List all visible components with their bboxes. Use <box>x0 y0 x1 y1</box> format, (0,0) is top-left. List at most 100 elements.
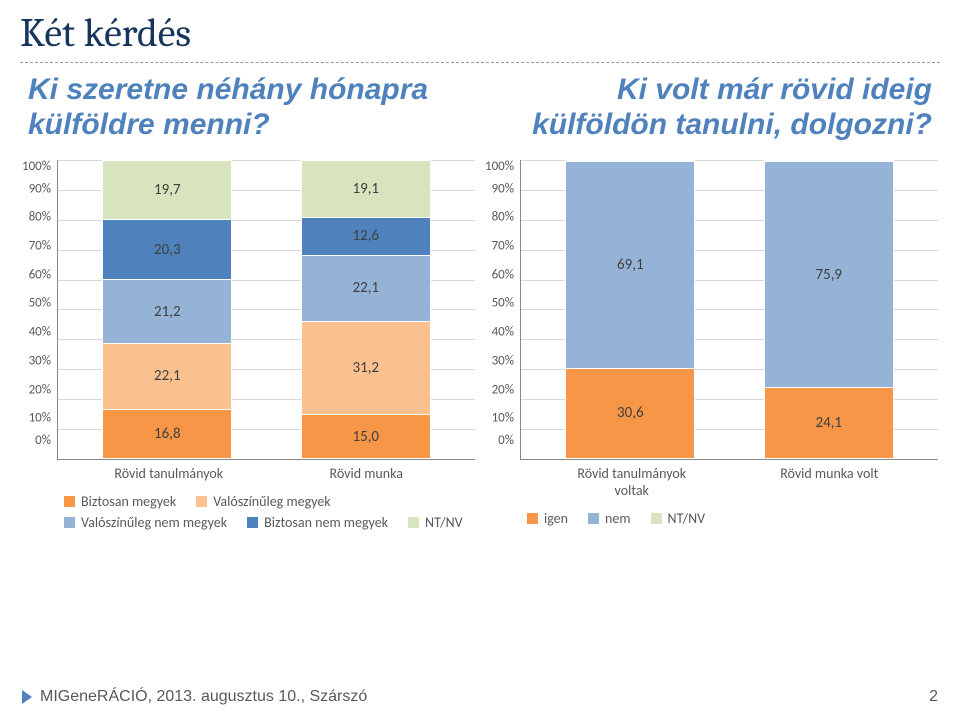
ytick-label: 0% <box>485 434 514 447</box>
chart-left-legend: Biztosan megyek Valószínűleg megyek Valósz… <box>22 483 475 531</box>
bar-segment-label: 22,1 <box>154 367 181 385</box>
ytick-label: 80% <box>22 211 51 224</box>
ytick-label: 10% <box>485 412 514 425</box>
chart-right: 100%90%80%70%60%50%40%30%20%10%0% 69,130… <box>485 160 938 531</box>
chart-right-xlabels: Rövid tanulmányok voltak Rövid munka volt <box>485 460 938 500</box>
ytick-label: 100% <box>485 160 514 173</box>
subtitle-left: Ki szeretne néhány hónapra külföldre men… <box>28 73 480 142</box>
bar-segment-label: 21,2 <box>154 303 181 321</box>
page-title: Két kérdés <box>0 0 960 56</box>
bar-column: 69,1 30,6 <box>565 160 695 459</box>
bar-segment: 16,8 <box>102 409 232 459</box>
ytick-label: 50% <box>22 297 51 310</box>
bar-column: 19,7 20,3 21,2 22,1 16,8 <box>102 160 232 459</box>
ytick-label: 10% <box>22 412 51 425</box>
xtick-label: Rövid munka volt <box>764 466 894 500</box>
ytick-label: 70% <box>485 240 514 253</box>
bar-column: 75,9 24,1 <box>764 160 894 459</box>
bar-segment: 12,6 <box>301 217 431 255</box>
chart-left-plot-wrap: 100% 90% 80% 70% 60% 50% 40% 30% 20% 10% 0% 19,7 20… <box>22 160 475 460</box>
bar-column: 19,1 12,6 22,1 31,2 15,0 <box>301 160 431 459</box>
legend-item: Valószínűleg nem megyek <box>64 514 227 531</box>
bar-segment-label: 19,1 <box>352 180 379 198</box>
chart-left-xlabels: Rövid tanulmányok Rövid munka <box>22 460 475 483</box>
bar-segment-label: 15,0 <box>352 428 379 446</box>
bar-segment: 24,1 <box>764 387 894 459</box>
legend-label: nem <box>605 510 631 527</box>
bar-segment-label: 31,2 <box>352 359 379 377</box>
bar-segment-label: 19,7 <box>154 181 181 199</box>
legend-item: igen <box>527 510 568 527</box>
legend-swatch <box>408 517 419 528</box>
subtitles: Ki szeretne néhány hónapra külföldre men… <box>0 73 960 152</box>
title-divider <box>20 62 940 63</box>
bar-segment: 22,1 <box>301 255 431 321</box>
ytick-label: 80% <box>485 211 514 224</box>
bar-segment: 19,7 <box>102 160 232 219</box>
xtick-label: Rövid tanulmányok <box>104 466 234 483</box>
legend-item: NT/NV <box>408 514 463 531</box>
subtitle-right: Ki volt már rövid ideig külföldön tanuln… <box>480 73 932 142</box>
chart-right-plot-wrap: 100%90%80%70%60%50%40%30%20%10%0% 69,130… <box>485 160 938 460</box>
bar-segment: 21,2 <box>102 279 232 342</box>
ytick-label: 0% <box>22 434 51 447</box>
charts-row: 100% 90% 80% 70% 60% 50% 40% 30% 20% 10% 0% 19,7 20… <box>0 152 960 543</box>
ytick-label: 90% <box>485 182 514 195</box>
ytick-label: 40% <box>22 326 51 339</box>
legend-swatch <box>196 496 207 507</box>
legend-label: NT/NV <box>668 510 706 527</box>
ytick-label: 50% <box>485 297 514 310</box>
chart-left-yaxis: 100% 90% 80% 70% 60% 50% 40% 30% 20% 10% 0% <box>22 160 57 460</box>
footer-page-number: 2 <box>929 688 938 706</box>
ytick-label: 70% <box>22 240 51 253</box>
ytick-label: 60% <box>485 268 514 281</box>
legend-label: Biztosan megyek <box>81 493 176 510</box>
legend-swatch <box>527 513 538 524</box>
chart-left: 100% 90% 80% 70% 60% 50% 40% 30% 20% 10% 0% 19,7 20… <box>22 160 475 531</box>
bar-segment-label: 12,6 <box>352 227 379 245</box>
legend-item: Valószínűleg megyek <box>196 493 330 510</box>
bar-segment: 69,1 <box>565 161 695 368</box>
footer: MIGeneRÁCIÓ, 2013. augusztus 10., Szársz… <box>0 688 960 706</box>
legend-swatch <box>64 496 75 507</box>
bar-segment-label: 30,6 <box>617 404 644 422</box>
ytick-label: 20% <box>485 383 514 396</box>
ytick-label: 20% <box>22 383 51 396</box>
xtick-label: Rövid munka <box>301 466 431 483</box>
bar-segment: 31,2 <box>301 321 431 414</box>
bar-segment-label: 22,1 <box>352 279 379 297</box>
ytick-label: 100% <box>22 160 51 173</box>
chart-left-plot: 19,7 20,3 21,2 22,1 16,8 19,1 12,6 22,1 31,2 15,0 <box>57 160 475 460</box>
legend-label: Valószínűleg megyek <box>213 493 330 510</box>
bar-segment: 75,9 <box>764 161 894 387</box>
ytick-label: 90% <box>22 182 51 195</box>
ytick-label: 40% <box>485 326 514 339</box>
slide: Két kérdés Ki szeretne néhány hónapra kü… <box>0 0 960 716</box>
legend-swatch <box>588 513 599 524</box>
bar-segment-label: 20,3 <box>154 241 181 259</box>
bar-segment: 20,3 <box>102 219 232 280</box>
ytick-label: 60% <box>22 268 51 281</box>
chart-right-yaxis: 100%90%80%70%60%50%40%30%20%10%0% <box>485 160 520 460</box>
bar-segment-label: 24,1 <box>815 414 842 432</box>
legend-label: NT/NV <box>425 514 463 531</box>
chart-right-legend: igen nem NT/NV <box>485 500 938 527</box>
bar-segment: 15,0 <box>301 414 431 459</box>
legend-swatch <box>651 513 662 524</box>
bar-segment: 30,6 <box>565 368 695 459</box>
legend-item: NT/NV <box>651 510 706 527</box>
bar-segment-label: 16,8 <box>154 425 181 443</box>
ytick-label: 30% <box>22 354 51 367</box>
footer-arrow-icon <box>22 690 32 704</box>
legend-item: Biztosan nem megyek <box>247 514 388 531</box>
bar-segment-label: 75,9 <box>815 266 842 284</box>
legend-label: Valószínűleg nem megyek <box>81 514 227 531</box>
bar-segment: 19,1 <box>301 160 431 217</box>
xtick-label: Rövid tanulmányok voltak <box>567 466 697 500</box>
legend-item: nem <box>588 510 631 527</box>
legend-item: Biztosan megyek <box>64 493 176 510</box>
legend-label: igen <box>544 510 568 527</box>
legend-swatch <box>64 517 75 528</box>
bar-segment-label: 69,1 <box>617 256 644 274</box>
bar-segment: 22,1 <box>102 343 232 409</box>
